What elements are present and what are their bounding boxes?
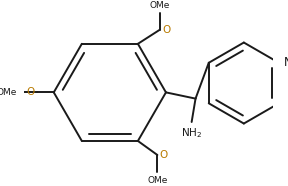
Text: O: O bbox=[26, 87, 34, 97]
Text: O: O bbox=[160, 150, 168, 160]
Text: O: O bbox=[162, 25, 170, 35]
Text: N: N bbox=[284, 56, 288, 69]
Text: OMe: OMe bbox=[147, 176, 168, 185]
Text: OMe: OMe bbox=[149, 1, 170, 9]
Text: NH$_2$: NH$_2$ bbox=[181, 127, 202, 140]
Text: OMe: OMe bbox=[0, 88, 16, 97]
